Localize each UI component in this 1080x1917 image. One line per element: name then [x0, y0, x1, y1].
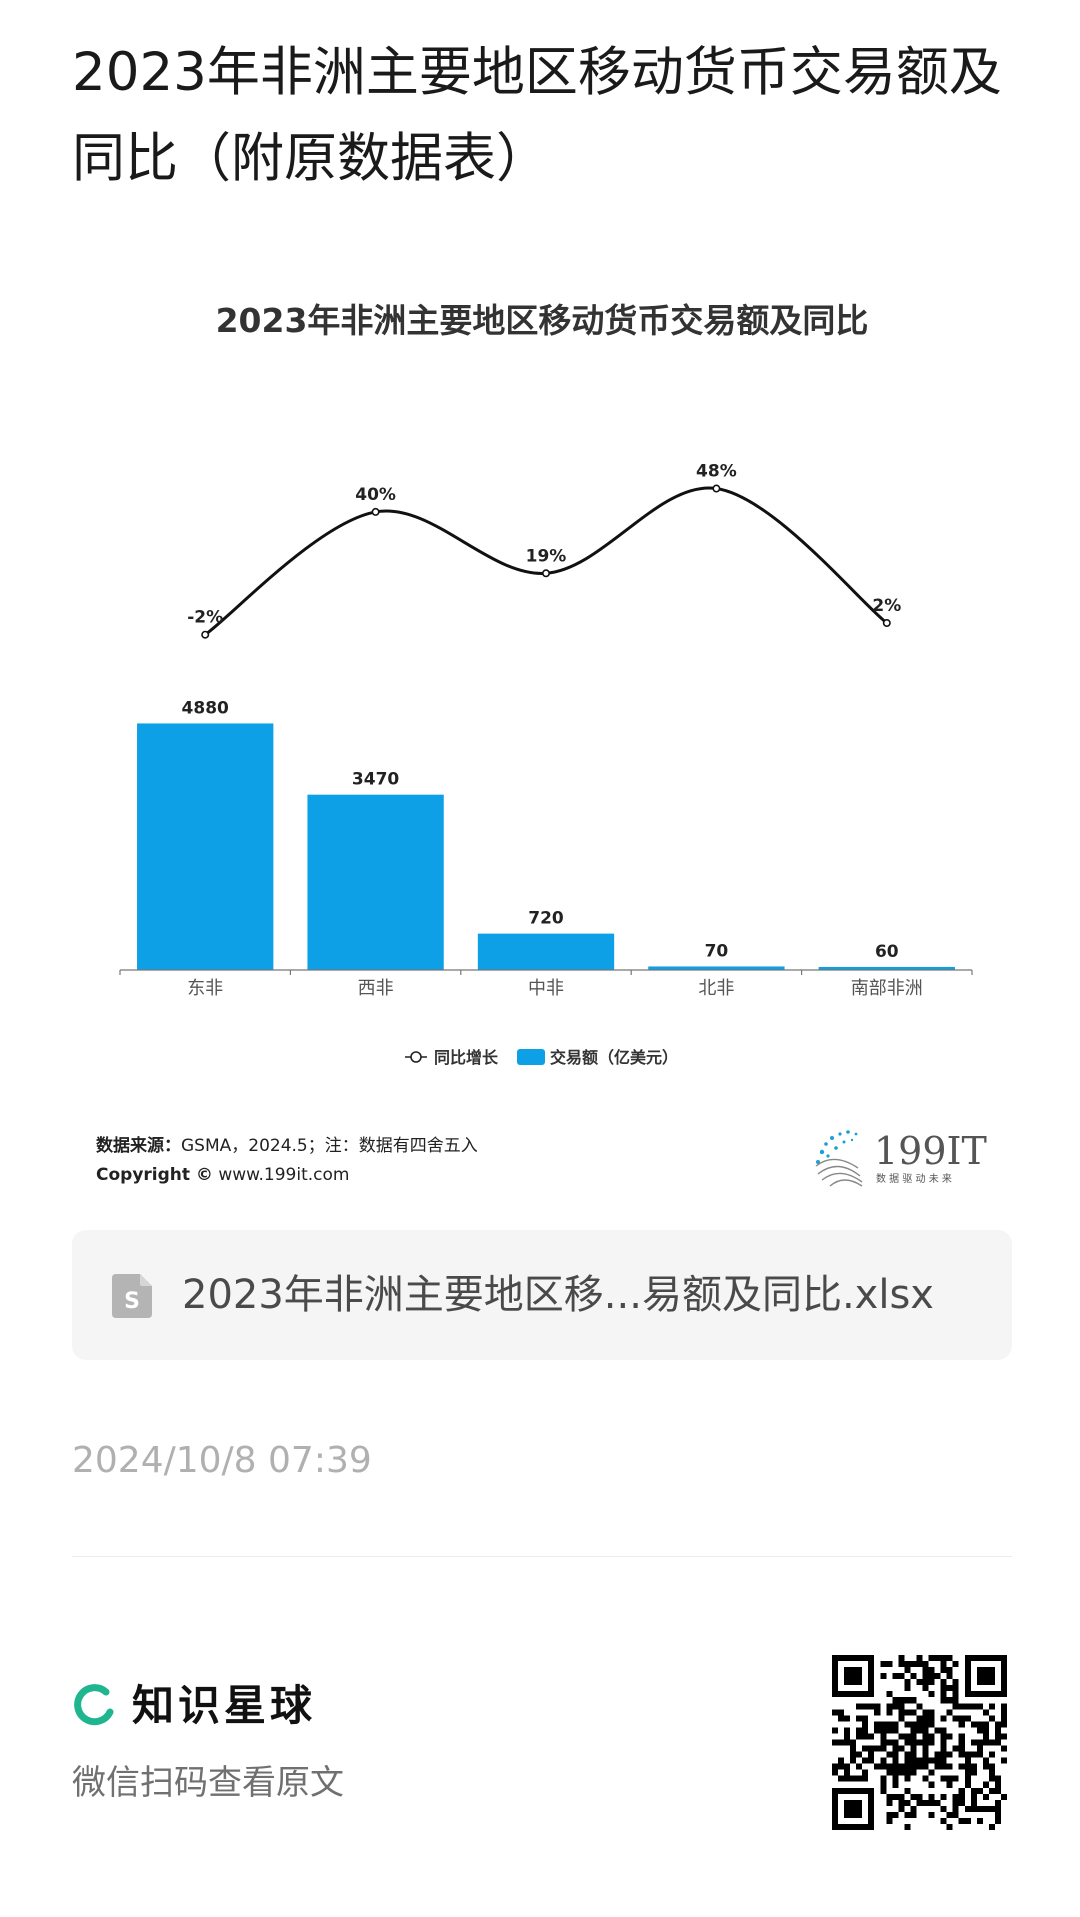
x-tick-label: 东非	[187, 978, 223, 999]
zsxq-logo-icon	[74, 1684, 114, 1726]
legend-line-marker	[410, 1051, 422, 1063]
bar	[137, 723, 274, 970]
growth-value-label: 48%	[696, 462, 737, 482]
source-note: 数据来源：GSMA，2024.5；注：数据有四舍五入 Copyright © w…	[96, 1132, 478, 1190]
x-tick-label: 北非	[698, 978, 734, 999]
bar	[477, 933, 615, 970]
scan-hint: 微信扫码查看原文	[72, 1763, 344, 1803]
copyright-label: Copyright ©	[96, 1165, 213, 1185]
divider	[72, 1556, 1012, 1557]
legend-label: 同比增长	[434, 1048, 499, 1067]
brand-name: 知识星球	[132, 1681, 317, 1730]
bar-value-label: 3470	[352, 770, 399, 790]
bar	[307, 794, 444, 970]
growth-point	[371, 507, 380, 516]
x-tick-label: 南部非洲	[851, 978, 923, 999]
growth-value-label: 19%	[526, 546, 567, 566]
copyright-url: www.199it.com	[218, 1165, 350, 1185]
x-tick-label: 西非	[358, 978, 394, 999]
bar-value-label: 60	[875, 942, 899, 962]
growth-value-label: -2%	[187, 608, 223, 628]
x-tick-label: 中非	[528, 978, 564, 999]
logo-text: 199IT	[874, 1129, 987, 1173]
growth-value-label: 2%	[872, 596, 901, 616]
qr-code[interactable]	[832, 1655, 1007, 1830]
bar-value-label: 720	[528, 909, 564, 929]
source-text: GSMA，2024.5；注：数据有四舍五入	[181, 1136, 478, 1156]
growth-value-label: 40%	[355, 485, 396, 505]
bar-value-label: 4880	[182, 698, 229, 718]
attachment-file-name: 2023年非洲主要地区移...易额及同比.xlsx	[182, 1272, 934, 1318]
legend-label: 交易额（亿美元）	[550, 1048, 678, 1067]
logo-tagline: 数 据 驱 动 未 来	[876, 1172, 952, 1185]
page-title: 2023年非洲主要地区移动货币交易额及同比（附原数据表）	[72, 42, 1002, 189]
chart: 2023年非洲主要地区移动货币交易额及同比 4880 3470 720 70 60 东非 西非…	[119, 301, 973, 1067]
199it-logo: 199IT 数 据 驱 动 未 来	[815, 1129, 987, 1187]
post-timestamp: 2024/10/8 07:39	[72, 1440, 372, 1481]
bar-value-label: 70	[705, 941, 729, 961]
bar	[648, 966, 785, 970]
growth-point	[541, 569, 550, 578]
growth-point	[201, 630, 210, 639]
chart-card: 2023年非洲主要地区移动货币交易额及同比 4880 3470 720 70 60 东非 西非…	[72, 290, 1012, 1200]
chart-title: 2023年非洲主要地区移动货币交易额及同比	[216, 301, 869, 340]
growth-point	[882, 618, 891, 627]
legend-bar-swatch	[517, 1049, 545, 1065]
bar	[818, 966, 955, 970]
svg-text:S: S	[124, 1289, 140, 1314]
source-label: 数据来源：	[96, 1136, 181, 1156]
growth-point	[712, 484, 721, 493]
spreadsheet-icon: S	[112, 1274, 152, 1318]
attachment-card[interactable]: S 2023年非洲主要地区移...易额及同比.xlsx	[72, 1230, 1012, 1360]
